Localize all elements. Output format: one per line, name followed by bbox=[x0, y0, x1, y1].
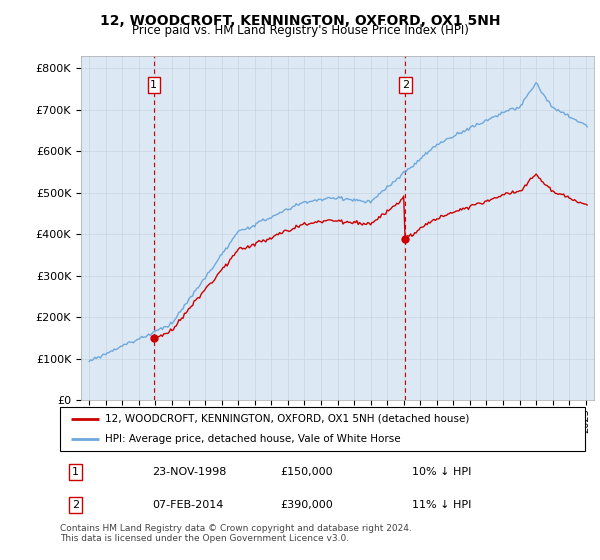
Text: 23-NOV-1998: 23-NOV-1998 bbox=[152, 467, 226, 477]
Text: Price paid vs. HM Land Registry's House Price Index (HPI): Price paid vs. HM Land Registry's House … bbox=[131, 24, 469, 37]
Text: 2: 2 bbox=[72, 500, 79, 510]
Text: 2: 2 bbox=[402, 80, 409, 90]
Text: £150,000: £150,000 bbox=[281, 467, 333, 477]
Text: 10% ↓ HPI: 10% ↓ HPI bbox=[412, 467, 471, 477]
Text: 12, WOODCROFT, KENNINGTON, OXFORD, OX1 5NH (detached house): 12, WOODCROFT, KENNINGTON, OXFORD, OX1 5… bbox=[104, 414, 469, 424]
Text: 07-FEB-2014: 07-FEB-2014 bbox=[152, 500, 223, 510]
Text: 12, WOODCROFT, KENNINGTON, OXFORD, OX1 5NH: 12, WOODCROFT, KENNINGTON, OXFORD, OX1 5… bbox=[100, 14, 500, 28]
Text: 11% ↓ HPI: 11% ↓ HPI bbox=[412, 500, 471, 510]
Text: 1: 1 bbox=[151, 80, 157, 90]
Text: £390,000: £390,000 bbox=[281, 500, 333, 510]
Text: 1: 1 bbox=[72, 467, 79, 477]
Text: Contains HM Land Registry data © Crown copyright and database right 2024.
This d: Contains HM Land Registry data © Crown c… bbox=[60, 524, 412, 543]
Text: HPI: Average price, detached house, Vale of White Horse: HPI: Average price, detached house, Vale… bbox=[104, 434, 400, 444]
